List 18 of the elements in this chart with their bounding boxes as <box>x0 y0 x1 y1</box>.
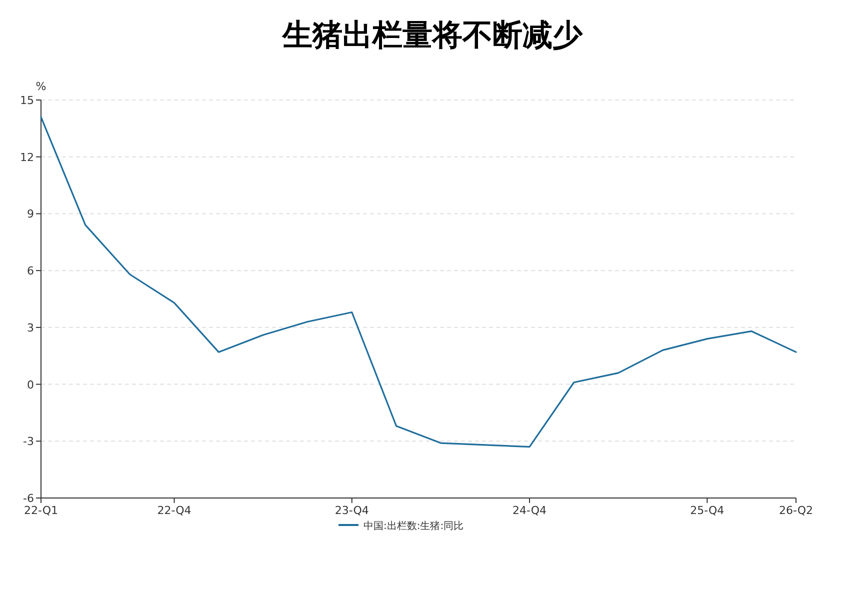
y-tick-label: -3 <box>23 435 34 448</box>
y-tick-label: 0 <box>27 378 34 392</box>
x-tick-label: 26-Q2 <box>778 504 814 517</box>
y-tick-label: 9 <box>27 208 34 221</box>
y-tick-label: 6 <box>27 264 34 278</box>
x-tick-label: 25-Q4 <box>690 504 724 517</box>
y-tick-label: 3 <box>27 321 34 334</box>
y-tick-label: 12 <box>20 150 34 164</box>
y-tick-label: 15 <box>20 94 34 107</box>
legend-label: 中国:出栏数:生猪:同比 <box>364 520 464 532</box>
y-tick-label: -6 <box>23 492 34 505</box>
line-series <box>40 116 797 448</box>
y-axis-title: % <box>36 80 46 93</box>
x-tick-label: 22-Q4 <box>157 504 192 517</box>
chart-title: 生猪出栏量将不断减少 <box>282 18 584 53</box>
x-tick-label: 23-Q4 <box>334 504 369 517</box>
x-tick-label: 24-Q4 <box>512 504 547 517</box>
x-tick-label: 22-Q1 <box>24 504 58 517</box>
